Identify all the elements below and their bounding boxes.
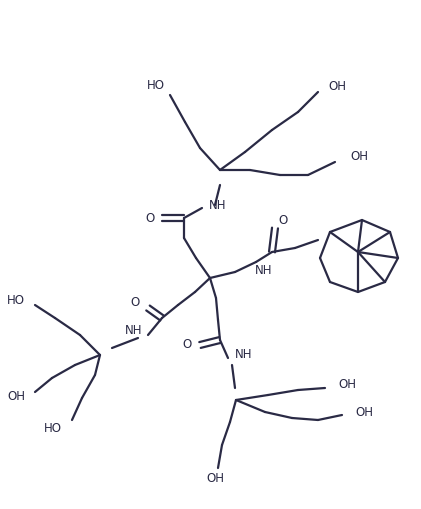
Text: NH: NH [209, 199, 226, 212]
Text: O: O [278, 213, 287, 227]
Text: HO: HO [147, 78, 165, 92]
Text: OH: OH [328, 79, 346, 93]
Text: O: O [131, 297, 140, 309]
Text: O: O [183, 338, 192, 352]
Text: OH: OH [350, 150, 368, 162]
Text: HO: HO [7, 294, 25, 306]
Text: OH: OH [206, 471, 224, 485]
Text: NH: NH [255, 264, 272, 276]
Text: OH: OH [338, 379, 356, 391]
Text: OH: OH [355, 406, 373, 418]
Text: OH: OH [7, 389, 25, 403]
Text: NH: NH [125, 324, 142, 336]
Text: O: O [146, 212, 155, 224]
Text: HO: HO [44, 421, 62, 435]
Text: NH: NH [235, 348, 253, 360]
